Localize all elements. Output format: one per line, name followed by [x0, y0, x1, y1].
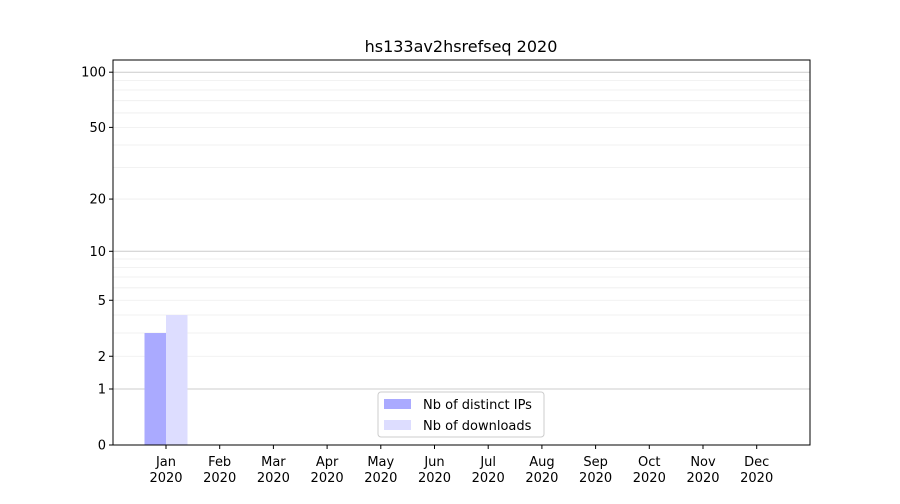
x-tick-label: Feb 2020	[203, 455, 236, 486]
x-tick-label: Jul 2020	[472, 455, 505, 486]
x-tick-label-line: 2020	[203, 471, 236, 486]
x-tick-label: May 2020	[364, 455, 397, 486]
legend-swatch	[384, 399, 411, 409]
bar-nb-of-downloads-0	[166, 314, 188, 445]
x-tick-label-line: Oct	[638, 455, 660, 470]
y-tick-label: 50	[89, 121, 106, 136]
legend-swatch	[384, 420, 411, 430]
x-tick-label-line: 2020	[579, 471, 612, 486]
x-tick-label: Jun 2020	[418, 455, 451, 486]
grid	[113, 71, 810, 390]
x-tick-label-line: Jan	[155, 455, 176, 470]
x-tick-label-line: 2020	[311, 471, 344, 486]
x-tick-label-line: 2020	[418, 471, 451, 486]
x-tick-label-line: Aug	[529, 455, 554, 470]
x-tick-label-line: 2020	[633, 471, 666, 486]
y-tick-label: 10	[89, 245, 106, 260]
x-tick-label-line: 2020	[149, 471, 182, 486]
legend: Nb of distinct IPs Nb of downloads	[377, 391, 545, 438]
x-tick-label: Apr 2020	[311, 455, 344, 486]
y-tick-label: 0	[98, 439, 106, 454]
x-tick-label: Dec 2020	[740, 455, 773, 486]
x-tick-label: Jan 2020	[149, 455, 182, 486]
x-tick-label-line: 2020	[686, 471, 719, 486]
x-tick-label-line: May	[367, 455, 394, 470]
x-tick-label-line: Dec	[744, 455, 769, 470]
bar-nb-of-distinct-ips-0	[144, 333, 166, 445]
x-tick-label-line: Nov	[690, 455, 716, 470]
x-tick-label-line: 2020	[472, 471, 505, 486]
bars	[144, 314, 188, 445]
legend-label: Nb of distinct IPs	[423, 398, 532, 413]
x-tick-label-line: 2020	[257, 471, 290, 486]
y-tick-label: 2	[98, 350, 106, 365]
x-tick-label: Oct 2020	[633, 455, 666, 486]
y-tick-label: 20	[89, 193, 106, 208]
x-tick-label-line: Apr	[316, 455, 339, 470]
chart-title: hs133av2hsrefseq 2020	[365, 37, 558, 56]
y-tick-label: 100	[81, 66, 106, 81]
y-tick-label: 5	[98, 294, 106, 309]
x-tick-label-line: Mar	[261, 455, 286, 470]
legend-box	[377, 391, 545, 438]
x-tick-label: Mar 2020	[257, 455, 290, 486]
x-tick-label-line: Feb	[208, 455, 231, 470]
y-tick-label: 1	[98, 383, 106, 398]
legend-label: Nb of downloads	[423, 419, 532, 434]
plot-frame	[112, 59, 811, 446]
x-tick-label-line: Jun	[423, 455, 444, 470]
x-tick-label: Sep 2020	[579, 455, 612, 486]
x-tick-label-line: 2020	[364, 471, 397, 486]
x-tick-label: Nov 2020	[686, 455, 719, 486]
x-tick-label-line: Jul	[479, 455, 496, 470]
x-tick-label: Aug 2020	[525, 455, 558, 486]
x-tick-label-line: Sep	[583, 455, 608, 470]
x-tick-label-line: 2020	[525, 471, 558, 486]
x-tick-label-line: 2020	[740, 471, 773, 486]
